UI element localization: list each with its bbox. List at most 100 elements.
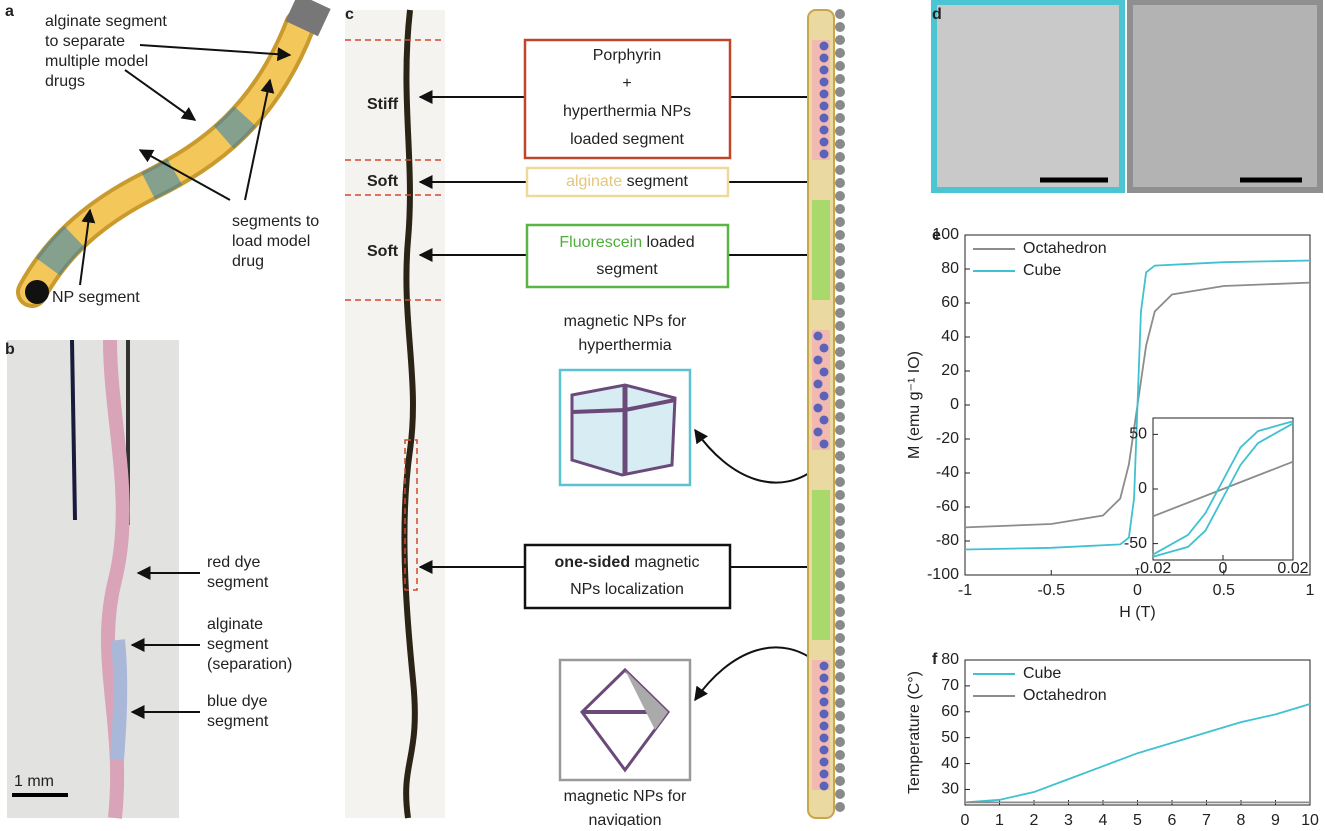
particle: [835, 399, 845, 409]
particle: [820, 734, 829, 743]
particle: [835, 412, 845, 422]
particle: [835, 724, 845, 734]
y-tick-label: 20: [941, 362, 959, 379]
particle: [835, 633, 845, 643]
x-tick-label: 0.5: [1213, 582, 1235, 599]
particle: [835, 802, 845, 812]
y-tick-label: -40: [936, 464, 959, 481]
particle: [835, 22, 845, 32]
particle: [835, 126, 845, 136]
x-axis-label: H (T): [1119, 604, 1155, 621]
particle: [835, 113, 845, 123]
particle: [835, 646, 845, 656]
label: 1 mm: [14, 773, 54, 790]
label: magnetic: [635, 554, 700, 571]
y-tick-label: -100: [927, 566, 959, 583]
particle: [835, 347, 845, 357]
particle: [835, 698, 845, 708]
particle: [835, 386, 845, 396]
particle: [820, 138, 829, 147]
particle: [835, 620, 845, 630]
particle: [820, 368, 829, 377]
tem-images: [934, 2, 1320, 190]
particle: [835, 282, 845, 292]
y-tick-label: 40: [941, 328, 959, 345]
particle: [820, 78, 829, 87]
y-axis-label: Temperature (C°): [906, 671, 923, 794]
panel-label: b: [5, 341, 15, 358]
legend-label: Cube: [1023, 262, 1061, 279]
x-tick-label: 0: [1219, 560, 1228, 577]
x-tick-label: 0: [1133, 582, 1142, 599]
label: magnetic NPs for: [564, 313, 687, 330]
y-tick-label: 60: [941, 703, 959, 720]
highlight: Fluorescein: [559, 234, 642, 251]
label: magnetic NPs for: [564, 788, 687, 805]
particle: [820, 66, 829, 75]
particle: [835, 243, 845, 253]
label: Soft: [367, 243, 399, 260]
panel-label: d: [932, 6, 942, 23]
dye-photo: [7, 340, 200, 818]
particle: [835, 542, 845, 552]
particle: [835, 555, 845, 565]
x-tick-label: -0.02: [1135, 560, 1172, 577]
panel-label: c: [345, 6, 354, 23]
particle: [820, 710, 829, 719]
particle: [835, 659, 845, 669]
label: segment: [207, 636, 269, 653]
label: loaded: [647, 234, 695, 251]
particle: [835, 152, 845, 162]
highlight: alginate: [566, 173, 622, 190]
label: segment: [207, 574, 269, 591]
particle: [820, 782, 829, 791]
particle: [835, 737, 845, 747]
y-tick-label: 30: [941, 781, 959, 798]
particle: [835, 230, 845, 240]
label: NP segment: [52, 289, 140, 306]
particle: [835, 607, 845, 617]
x-tick-label: 2: [1030, 812, 1039, 826]
y-tick-label: -80: [936, 532, 959, 549]
x-tick-label: 9: [1271, 812, 1280, 826]
label: blue dye: [207, 693, 268, 710]
y-tick-label: 50: [941, 729, 959, 746]
y-tick-label: 40: [941, 755, 959, 772]
y-tick-label: -50: [1124, 535, 1147, 552]
highlight: one-sided: [555, 554, 631, 571]
label: segment: [627, 173, 689, 190]
particle: [835, 217, 845, 227]
particle: [835, 763, 845, 773]
figure: abcdefalginate segmentto separatemultipl…: [0, 0, 1325, 826]
box-label: Fluorescein loaded: [559, 234, 694, 251]
particle: [814, 332, 823, 341]
particle: [820, 90, 829, 99]
label: drugs: [45, 73, 85, 90]
particle: [814, 428, 823, 437]
particle: [820, 42, 829, 51]
x-tick-label: 1: [1306, 582, 1315, 599]
particle: [835, 451, 845, 461]
label: segments to: [232, 213, 319, 230]
y-tick-label: -20: [936, 430, 959, 447]
y-tick-label: -60: [936, 498, 959, 515]
label: hyperthermia: [578, 337, 671, 354]
segmented-tube: [808, 9, 845, 818]
fiber-photo: [345, 10, 445, 818]
label: +: [622, 75, 631, 92]
label: red dye: [207, 554, 260, 571]
particle: [835, 139, 845, 149]
x-tick-label: 1: [995, 812, 1004, 826]
label: load model: [232, 233, 310, 250]
x-tick-label: 8: [1237, 812, 1246, 826]
particle: [835, 48, 845, 58]
particle: [820, 674, 829, 683]
particle: [835, 269, 845, 279]
particle: [835, 529, 845, 539]
label: segment: [207, 713, 269, 730]
particle: [835, 776, 845, 786]
particle: [835, 711, 845, 721]
box-label: alginate segment: [566, 173, 688, 190]
particle: [835, 204, 845, 214]
label: alginate segment: [45, 13, 167, 30]
